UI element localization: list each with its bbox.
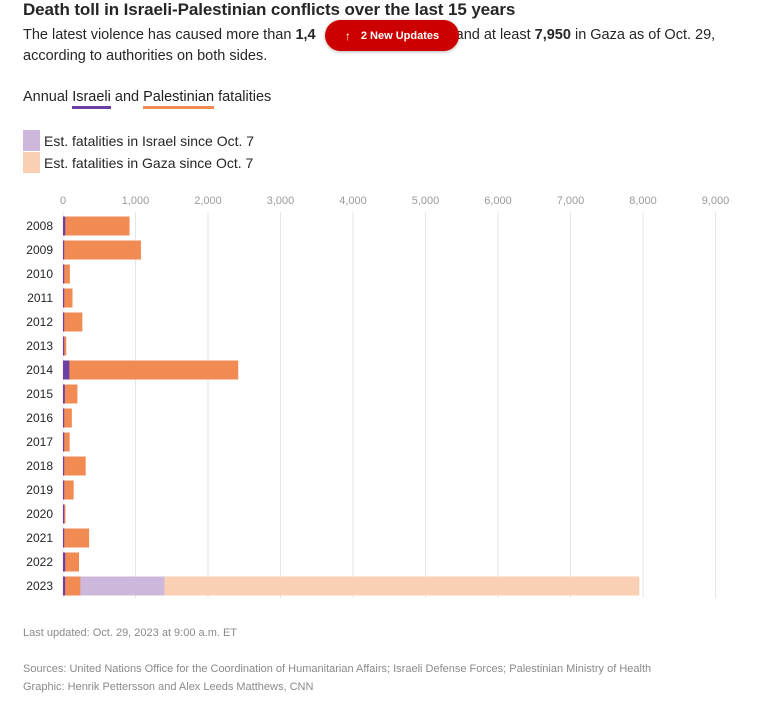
bar-israeli	[63, 288, 65, 308]
legend-item-gaza-est: Est. fatalities in Gaza since Oct. 7	[23, 152, 253, 173]
bar-palestinian	[63, 552, 80, 572]
y-category-label: 2008	[26, 219, 53, 233]
x-tick-label: 7,000	[557, 195, 585, 207]
bar-palestinian	[63, 384, 78, 404]
bar-gaza-est	[63, 576, 640, 596]
bar-palestinian	[63, 432, 70, 452]
sources-text: Sources: United Nations Office for the C…	[23, 663, 652, 675]
bar-israeli	[63, 360, 70, 380]
bar-palestinian	[63, 576, 81, 596]
x-tick-label: 0	[60, 195, 66, 207]
x-tick-label: 6,000	[484, 195, 512, 207]
y-category-label: 2023	[26, 579, 53, 593]
y-category-label: 2022	[26, 555, 53, 569]
bar-israeli	[63, 432, 65, 452]
israel-toll-value: 1,4	[295, 27, 316, 43]
y-category-label: 2021	[26, 531, 53, 545]
graphic-credit: Graphic: Henrik Pettersson and Alex Leed…	[23, 681, 314, 693]
bar-israeli	[63, 240, 65, 260]
y-category-label: 2015	[26, 387, 53, 401]
bar-israeli	[63, 456, 65, 476]
bar-palestinian	[63, 456, 86, 476]
chart-heading: Annual Israeli and Palestinian fatalitie…	[23, 89, 272, 109]
y-category-label: 2014	[26, 363, 53, 377]
x-tick-label: 8,000	[629, 195, 657, 207]
legend-swatch-gaza-est	[23, 152, 40, 173]
sources-credits: Sources: United Nations Office for the C…	[23, 660, 651, 696]
bar-palestinian	[63, 408, 72, 428]
last-updated: Last updated: Oct. 29, 2023 at 9:00 a.m.…	[23, 627, 238, 639]
y-category-label: 2018	[26, 459, 53, 473]
bar-israeli	[63, 504, 65, 524]
subtitle-text-1: The latest violence has caused more than	[23, 27, 296, 43]
gaza-toll-value: 7,950	[534, 27, 571, 43]
chart-subtitle: The latest violence has caused more than…	[23, 25, 763, 67]
bar-israeli	[63, 552, 66, 572]
bar-palestinian	[63, 312, 83, 332]
x-tick-label: 5,000	[412, 195, 440, 207]
annual-suffix: fatalities	[214, 89, 272, 105]
bar-israeli	[63, 408, 65, 428]
palestinian-key: Palestinian	[143, 89, 215, 109]
y-category-label: 2010	[26, 267, 53, 281]
x-tick-label: 2,000	[194, 195, 222, 207]
y-category-label: 2016	[26, 411, 53, 425]
bar-israeli	[63, 336, 65, 356]
israeli-key: Israeli	[72, 89, 111, 109]
new-updates-button[interactable]: ↑ 2 New Updates	[325, 20, 459, 51]
subtitle-text-2: and at least	[451, 27, 535, 43]
bar-israeli	[63, 528, 65, 548]
legend-label-gaza-est: Est. fatalities in Gaza since Oct. 7	[44, 154, 254, 171]
annual-and: and	[110, 89, 144, 105]
bar-palestinian	[63, 288, 73, 308]
arrow-up-icon: ↑	[344, 28, 351, 43]
bar-palestinian	[63, 336, 67, 356]
bar-palestinian	[63, 528, 90, 548]
legend-item-israel-est: Est. fatalities in Israel since Oct. 7	[23, 130, 254, 151]
new-updates-label: 2 New Updates	[360, 29, 440, 42]
y-category-label: 2011	[27, 291, 53, 305]
y-category-label: 2019	[26, 483, 53, 497]
bar-palestinian	[63, 240, 141, 260]
bar-israeli	[63, 312, 65, 332]
bar-israeli	[63, 576, 66, 596]
x-tick-label: 9,000	[702, 195, 730, 207]
subtitle-text-3: in Gaza as of Oct. 29, according to auth…	[23, 27, 716, 64]
bar-palestinian	[63, 480, 74, 500]
y-category-label: 2009	[26, 243, 53, 257]
x-tick-label: 1,000	[122, 195, 150, 207]
y-category-label: 2013	[26, 339, 53, 353]
x-tick-label: 3,000	[267, 195, 295, 207]
bar-palestinian	[63, 216, 130, 236]
legend-swatch-israel-est	[23, 130, 40, 151]
y-category-label: 2020	[26, 507, 53, 521]
bar-palestinian	[63, 360, 239, 380]
legend-label-israel-est: Est. fatalities in Israel since Oct. 7	[44, 132, 255, 149]
bar-israeli	[63, 384, 65, 404]
annual-prefix: Annual	[23, 89, 73, 105]
bar-israeli	[63, 264, 65, 284]
bar-palestinian	[63, 264, 70, 284]
bar-israel-est	[63, 576, 165, 596]
y-category-label: 2012	[26, 315, 53, 329]
y-category-label: 2017	[26, 435, 53, 449]
bar-israeli	[63, 216, 66, 236]
chart-title: Death toll in Israeli-Palestinian confli…	[23, 0, 516, 19]
bar-israeli	[63, 480, 65, 500]
x-tick-label: 4,000	[339, 195, 367, 207]
